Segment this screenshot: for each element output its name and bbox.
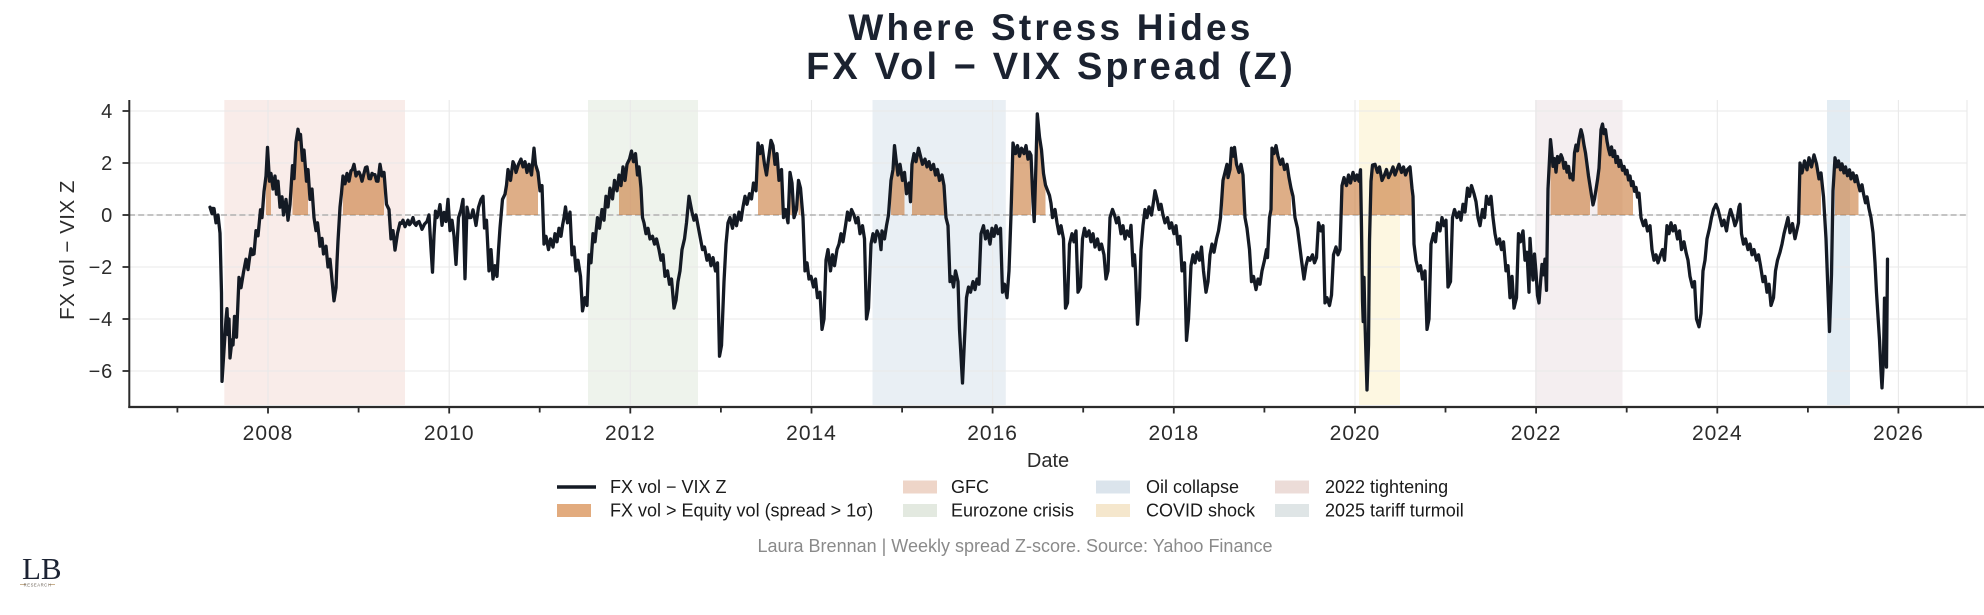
svg-text:Oil collapse: Oil collapse — [1146, 477, 1239, 497]
svg-text:2008: 2008 — [243, 422, 294, 445]
svg-text:2026: 2026 — [1873, 422, 1924, 445]
svg-text:FX vol − VIX Z: FX vol − VIX Z — [610, 477, 727, 497]
svg-text:FX Vol − VIX Spread (Z): FX Vol − VIX Spread (Z) — [806, 46, 1296, 88]
svg-text:0: 0 — [101, 205, 113, 227]
svg-text:Where Stress Hides: Where Stress Hides — [848, 7, 1253, 48]
svg-text:2022 tightening: 2022 tightening — [1325, 477, 1448, 497]
svg-text:GFC: GFC — [951, 477, 989, 497]
svg-text:−4: −4 — [89, 309, 113, 331]
svg-text:Eurozone crisis: Eurozone crisis — [951, 501, 1074, 521]
svg-text:COVID shock: COVID shock — [1146, 501, 1256, 521]
svg-text:FX vol − VIX Z: FX vol − VIX Z — [56, 180, 79, 320]
svg-text:FX vol > Equity vol (spread >: FX vol > Equity vol (spread > 1σ) — [610, 501, 873, 521]
svg-text:Laura Brennan | Weekly spread: Laura Brennan | Weekly spread Z-score. S… — [758, 536, 1273, 556]
svg-text:2010: 2010 — [424, 422, 475, 445]
svg-text:RESEARCH: RESEARCH — [24, 583, 52, 588]
svg-text:LB: LB — [22, 551, 62, 586]
svg-text:2: 2 — [101, 153, 113, 175]
svg-text:2014: 2014 — [786, 422, 837, 445]
svg-text:2012: 2012 — [605, 422, 656, 445]
svg-text:2020: 2020 — [1330, 422, 1381, 445]
svg-text:4: 4 — [101, 101, 113, 123]
svg-text:−6: −6 — [89, 361, 113, 383]
svg-text:2016: 2016 — [967, 422, 1018, 445]
svg-text:2022: 2022 — [1511, 422, 1562, 445]
svg-text:2018: 2018 — [1148, 422, 1199, 445]
svg-text:2025 tariff turmoil: 2025 tariff turmoil — [1325, 501, 1464, 521]
svg-text:−2: −2 — [89, 257, 113, 279]
svg-text:2024: 2024 — [1692, 422, 1743, 445]
svg-text:Date: Date — [1027, 450, 1069, 472]
